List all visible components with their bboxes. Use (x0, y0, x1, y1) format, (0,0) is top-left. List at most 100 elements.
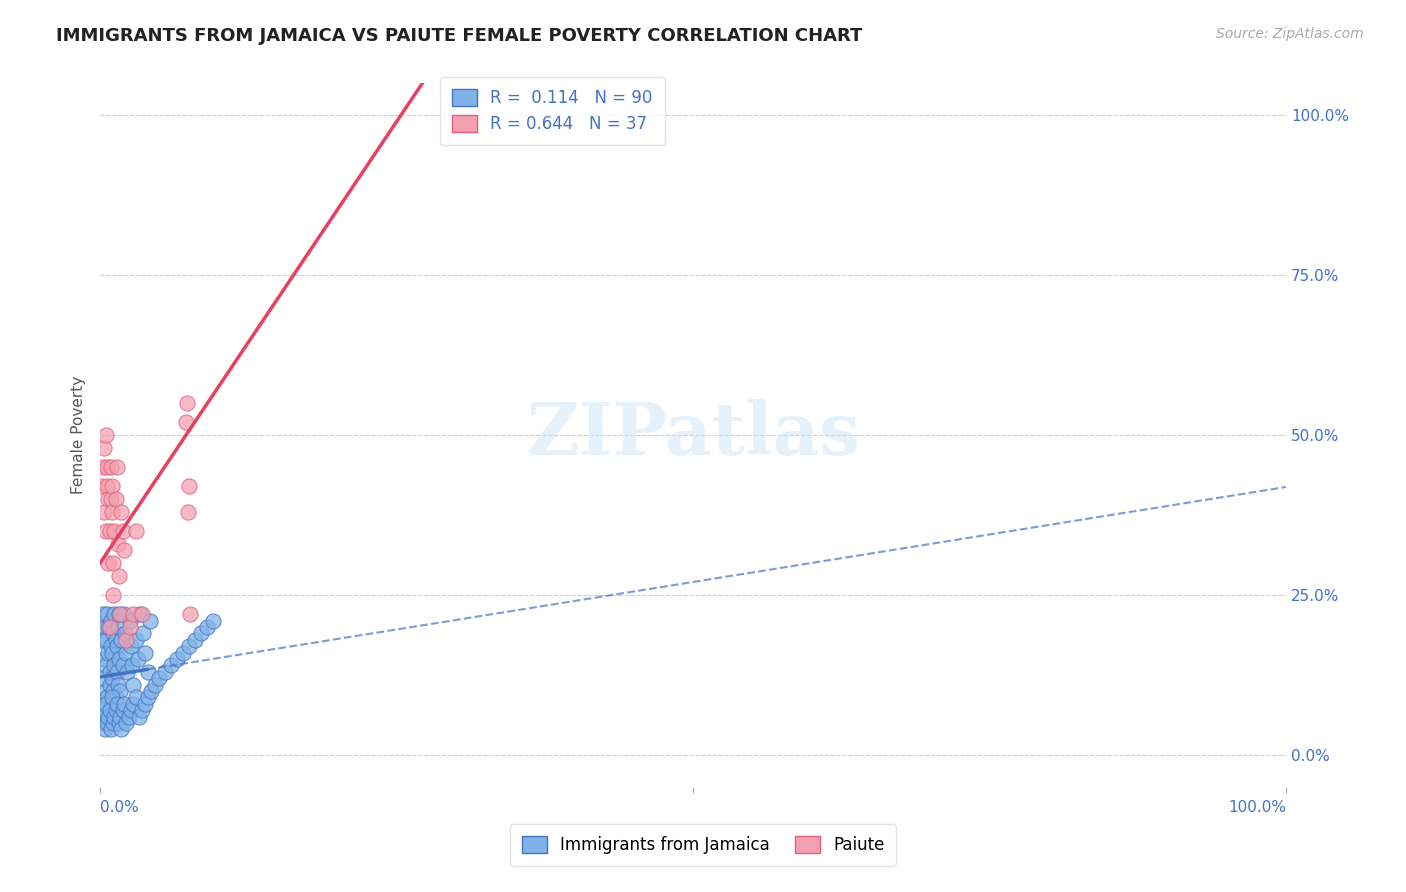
Point (101, 690, 124, 705)
Point (125, 632, 148, 647)
Point (111, 524, 134, 538)
Point (96, 607, 118, 622)
Point (195, 620, 218, 634)
Point (177, 505, 200, 519)
Point (179, 607, 201, 622)
Point (94, 723, 117, 737)
Point (120, 703, 142, 717)
Point (114, 626, 136, 640)
Point (122, 607, 145, 622)
Point (97, 646, 120, 660)
Point (96, 460, 118, 475)
Point (97, 491, 120, 506)
Point (110, 632, 132, 647)
Point (101, 716, 124, 731)
Point (176, 396, 198, 410)
Point (107, 678, 129, 692)
Point (101, 505, 124, 519)
Text: 0.0%: 0.0% (100, 800, 139, 815)
Point (125, 524, 148, 538)
Point (112, 697, 135, 711)
Point (105, 639, 128, 653)
Point (110, 723, 132, 737)
Point (97, 620, 120, 634)
Point (104, 703, 127, 717)
Point (107, 620, 129, 634)
Point (94, 620, 117, 634)
Point (108, 652, 131, 666)
Point (112, 543, 135, 558)
Point (120, 639, 142, 653)
Legend: R =  0.114   N = 90, R = 0.644   N = 37: R = 0.114 N = 90, R = 0.644 N = 37 (440, 77, 665, 145)
Point (90, 632, 112, 647)
Point (139, 614, 162, 628)
Point (101, 646, 124, 660)
Point (97, 709, 120, 723)
Point (160, 658, 183, 673)
Point (103, 524, 125, 538)
Point (128, 709, 150, 723)
Point (104, 632, 127, 647)
Point (136, 690, 159, 705)
Point (148, 671, 170, 685)
Point (136, 665, 159, 679)
Point (177, 479, 200, 493)
Point (94, 524, 117, 538)
Point (121, 658, 143, 673)
Point (177, 639, 200, 653)
Point (174, 415, 197, 429)
Point (105, 665, 128, 679)
Point (101, 479, 124, 493)
Point (105, 460, 128, 475)
Point (117, 709, 139, 723)
Point (94, 632, 117, 647)
Point (101, 626, 124, 640)
Point (97, 556, 120, 570)
Point (93, 441, 115, 455)
Point (93, 671, 115, 685)
Point (115, 632, 138, 647)
Point (101, 671, 124, 685)
Point (108, 569, 131, 583)
Point (103, 607, 125, 622)
Point (111, 703, 134, 717)
Point (122, 697, 145, 711)
Point (93, 697, 115, 711)
Point (143, 678, 166, 692)
Text: 100.0%: 100.0% (1227, 800, 1286, 815)
Point (125, 690, 148, 705)
Point (100, 639, 122, 653)
Text: ZIPatlas: ZIPatlas (526, 400, 860, 470)
Point (101, 697, 124, 711)
Point (172, 646, 194, 660)
Point (105, 697, 128, 711)
Point (201, 614, 224, 628)
Point (134, 697, 156, 711)
Point (104, 690, 127, 705)
Point (132, 626, 155, 640)
Point (94, 652, 117, 666)
Point (118, 614, 141, 628)
Point (94, 658, 117, 673)
Text: Source: ZipAtlas.com: Source: ZipAtlas.com (1216, 27, 1364, 41)
Legend: Immigrants from Jamaica, Paiute: Immigrants from Jamaica, Paiute (510, 824, 896, 866)
Point (94, 697, 117, 711)
Point (94, 428, 117, 442)
Point (115, 716, 138, 731)
Point (112, 607, 135, 622)
Point (111, 658, 134, 673)
Point (104, 491, 127, 506)
Point (93, 703, 115, 717)
Y-axis label: Female Poverty: Female Poverty (72, 376, 86, 494)
Point (131, 703, 153, 717)
Point (118, 620, 141, 634)
Point (91, 607, 114, 622)
Point (101, 684, 124, 698)
Point (101, 588, 124, 602)
Point (190, 626, 212, 640)
Point (122, 678, 145, 692)
Point (127, 652, 149, 666)
Point (110, 607, 132, 622)
Point (98, 620, 121, 634)
Point (91, 460, 114, 475)
